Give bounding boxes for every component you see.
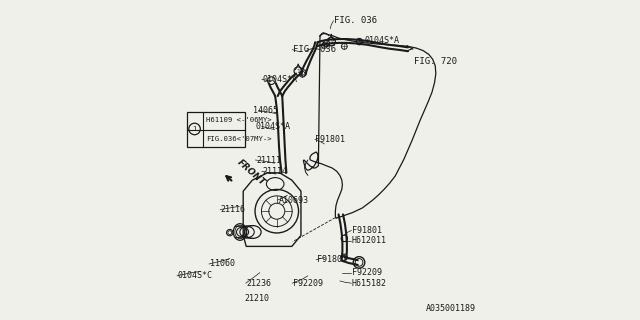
Text: FIG.036<'07MY->: FIG.036<'07MY->	[206, 136, 271, 141]
Text: 14065: 14065	[253, 106, 278, 115]
Text: A10693: A10693	[278, 196, 308, 204]
Text: A035001189: A035001189	[426, 304, 476, 313]
Bar	[187, 112, 244, 147]
Text: FIG. 036: FIG. 036	[292, 45, 336, 54]
Text: 1: 1	[296, 68, 300, 74]
Text: F91801: F91801	[352, 226, 382, 235]
Text: F91801: F91801	[315, 135, 345, 144]
Text: 1: 1	[329, 39, 333, 44]
Text: 21210: 21210	[245, 294, 270, 303]
Text: FIG. 036: FIG. 036	[334, 16, 378, 25]
Text: 0104S*A: 0104S*A	[365, 36, 400, 45]
Text: 21114: 21114	[262, 167, 287, 176]
Text: 0104S*A: 0104S*A	[256, 122, 291, 131]
Text: 11060: 11060	[210, 260, 235, 268]
Text: H612011: H612011	[352, 236, 387, 245]
Text: F92209: F92209	[352, 268, 382, 277]
Text: 21111: 21111	[256, 156, 281, 164]
Text: F92209: F92209	[292, 279, 323, 288]
Text: 1: 1	[192, 126, 197, 132]
Text: FRONT: FRONT	[236, 157, 267, 187]
Text: 0104S*A: 0104S*A	[262, 75, 298, 84]
Text: 21116: 21116	[221, 205, 246, 214]
Text: FIG. 720: FIG. 720	[415, 57, 458, 66]
Text: 0104S*C: 0104S*C	[178, 271, 212, 280]
Text: 21236: 21236	[246, 279, 271, 288]
Text: F91801: F91801	[317, 255, 347, 264]
Text: H61109 <-'06MY>: H61109 <-'06MY>	[206, 117, 271, 123]
Text: H615182: H615182	[352, 279, 387, 288]
